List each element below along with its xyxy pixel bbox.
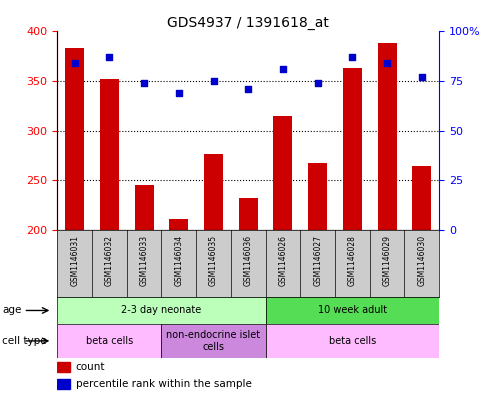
Text: 10 week adult: 10 week adult (318, 305, 387, 316)
Text: GSM1146026: GSM1146026 (278, 235, 287, 286)
Point (314, 80, 322, 86)
Text: non-endocrine islet
cells: non-endocrine islet cells (167, 330, 260, 352)
Text: GSM1146030: GSM1146030 (417, 235, 426, 286)
Text: beta cells: beta cells (329, 336, 376, 346)
Bar (273, 116, 292, 230)
Bar (100, 79, 119, 230)
Point (175, 90, 183, 96)
Point (71, 60, 79, 66)
Text: GSM1146035: GSM1146035 (209, 235, 218, 286)
Point (383, 60, 391, 66)
Point (279, 66, 287, 72)
Text: GSM1146027: GSM1146027 (313, 235, 322, 286)
Bar (57, 297, 265, 324)
Bar (57, 362, 70, 373)
Bar (57, 379, 70, 389)
Text: GSM1146029: GSM1146029 (383, 235, 392, 286)
Bar (412, 166, 431, 230)
Bar (162, 324, 265, 358)
Text: GSM1146032: GSM1146032 (105, 235, 114, 286)
Bar (169, 219, 189, 230)
Bar (135, 185, 154, 230)
Point (105, 54, 113, 61)
Bar (204, 154, 223, 230)
Text: cell type: cell type (2, 336, 47, 346)
Bar (239, 198, 258, 230)
Text: age: age (2, 305, 22, 316)
Bar (65, 48, 84, 230)
Bar (57, 324, 162, 358)
Bar (265, 324, 439, 358)
Bar (308, 163, 327, 230)
Text: GSM1146031: GSM1146031 (70, 235, 79, 286)
Title: GDS4937 / 1391618_at: GDS4937 / 1391618_at (167, 17, 329, 30)
Text: GSM1146036: GSM1146036 (244, 235, 253, 286)
Bar (378, 43, 397, 230)
Text: GSM1146028: GSM1146028 (348, 235, 357, 286)
Text: count: count (76, 362, 105, 372)
Text: GSM1146033: GSM1146033 (140, 235, 149, 286)
Point (140, 80, 148, 86)
Point (210, 78, 218, 84)
Point (348, 54, 356, 61)
Text: percentile rank within the sample: percentile rank within the sample (76, 379, 251, 389)
Text: beta cells: beta cells (86, 336, 133, 346)
Bar (343, 68, 362, 230)
Bar (265, 297, 439, 324)
Text: 2-3 day neonate: 2-3 day neonate (121, 305, 202, 316)
Point (244, 86, 252, 92)
Point (418, 74, 426, 80)
Text: GSM1146034: GSM1146034 (174, 235, 183, 286)
